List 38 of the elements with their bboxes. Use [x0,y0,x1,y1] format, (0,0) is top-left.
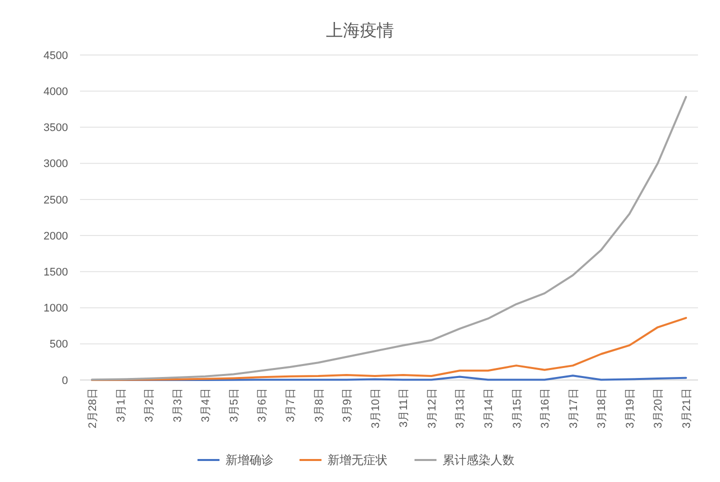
x-tick-label: 3月2日 [144,388,156,422]
x-tick-label: 3月14日 [483,388,495,428]
x-tick-label: 3月16日 [540,388,552,428]
x-tick-label: 3月7日 [285,388,297,422]
x-tick-label: 3月10日 [370,388,382,428]
y-tick-label: 500 [50,338,68,351]
y-tick-label: 3500 [44,122,68,134]
y-tick-label: 4500 [44,50,68,62]
x-tick-label: 3月21日 [681,388,693,428]
x-tick-label: 3月19日 [624,388,636,428]
x-tick-label: 3月4日 [200,388,212,422]
x-tick-label: 3月20日 [652,388,665,428]
x-tick-label: 3月6日 [256,388,269,422]
y-tick-label: 1500 [44,266,68,279]
x-tick-label: 3月15日 [511,388,524,428]
x-tick-label: 3月1日 [115,388,128,422]
y-tick-label: 3000 [44,158,68,170]
x-tick-label: 2月28日 [87,388,99,428]
line-series [91,96,687,381]
y-tick-label: 1000 [44,302,68,315]
legend-label: 累计感染人数 [442,453,514,468]
y-tick-label: 2500 [44,194,68,206]
y-tick-label: 0 [62,374,68,387]
x-tick-label: 3月8日 [313,388,326,422]
legend-label: 新增确诊 [226,453,274,468]
x-tick-label: 3月17日 [568,388,580,428]
x-tick-label: 3月9日 [342,388,354,422]
x-tick-label: 3月12日 [426,388,438,428]
legend-label: 新增无症状 [328,453,388,468]
line-series [91,316,687,381]
x-tick-label: 3月11日 [398,388,410,428]
x-tick-label: 3月13日 [454,388,467,428]
x-tick-label: 3月18日 [596,388,608,428]
y-tick-label: 2000 [44,230,68,242]
x-tick-label: 3月3日 [172,388,184,422]
y-tick-label: 4000 [44,86,68,98]
chart-title: 上海疫情 [326,21,394,40]
x-tick-label: 3月5日 [228,388,240,422]
